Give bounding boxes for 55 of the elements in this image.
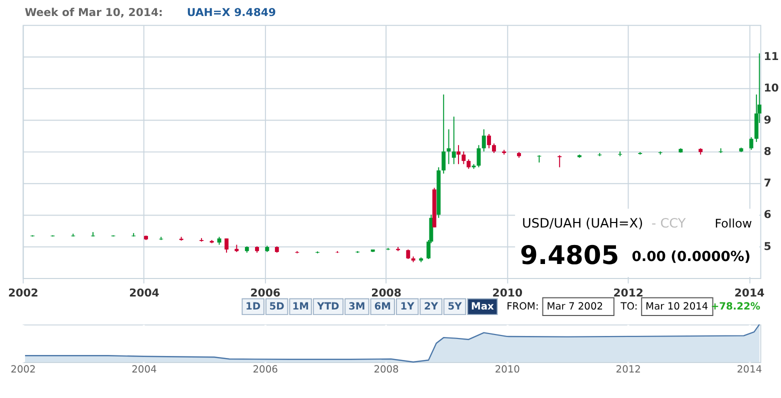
candlestick [487, 134, 491, 149]
candlestick [492, 143, 496, 154]
x-tick-label: 2002 [10, 364, 36, 376]
y-tick-label: 11 [764, 50, 779, 63]
x-tick-label: 2010 [492, 286, 523, 300]
x-tick-label: 2006 [252, 364, 278, 376]
x-tick-label: 2012 [613, 286, 644, 300]
text: 1M [292, 302, 309, 313]
text: YTD [316, 302, 340, 313]
text: 5Y [448, 302, 463, 313]
candlestick [406, 249, 410, 260]
annotation: 9.4805 [520, 241, 620, 272]
annotation: USD/UAH (UAH=X) [522, 216, 644, 232]
text: 2Y [424, 302, 439, 313]
y-tick-label: 7 [764, 176, 772, 190]
x-tick-label: 2010 [494, 364, 520, 376]
x-tick-label: 2002 [8, 286, 38, 300]
text: 5D [269, 302, 284, 313]
x-tick-label: 2008 [371, 286, 402, 300]
candlestick [476, 144, 481, 168]
text: Week of Mar 10, 2014: [24, 6, 163, 19]
annotation: - CCY [651, 216, 686, 232]
candlestick [462, 150, 466, 165]
text: 3M [348, 302, 366, 313]
y-tick-label: 9 [764, 113, 772, 126]
x-tick-label: 2014 [734, 286, 766, 300]
candlestick [466, 158, 471, 170]
y-tick-label: 10 [764, 82, 780, 95]
candlestick [749, 136, 754, 150]
y-tick-label: 6 [764, 208, 772, 222]
text: Mar 7 2002 [546, 302, 604, 313]
text: 1Y [400, 302, 416, 313]
text: UAH=X 9.4849 [186, 6, 276, 19]
candlestick [224, 238, 229, 254]
candlestick [456, 144, 460, 165]
x-tick-label: 2004 [132, 364, 157, 376]
annotation: 0.00 (0.0000%) [632, 249, 751, 266]
x-tick-label: 2014 [736, 364, 762, 376]
x-tick-label: 2012 [616, 364, 641, 376]
y-tick-label: 5 [764, 240, 772, 253]
candlestick [452, 116, 456, 165]
candlestick [442, 94, 446, 174]
y-tick-label: 8 [764, 144, 772, 158]
text: TO: [620, 302, 638, 313]
x-tick-label: 2008 [374, 364, 399, 376]
text: Max [471, 302, 494, 313]
candlestick [558, 154, 562, 168]
text: Mar 10 2014 [646, 302, 708, 313]
text: 1D [246, 302, 261, 313]
text: 6M [374, 302, 391, 313]
annotation: Follow [714, 216, 752, 231]
x-tick-label: 2006 [250, 286, 280, 300]
candlestick [482, 128, 486, 152]
text: FROM: [506, 302, 539, 313]
x-tick-label: 2004 [129, 286, 160, 300]
